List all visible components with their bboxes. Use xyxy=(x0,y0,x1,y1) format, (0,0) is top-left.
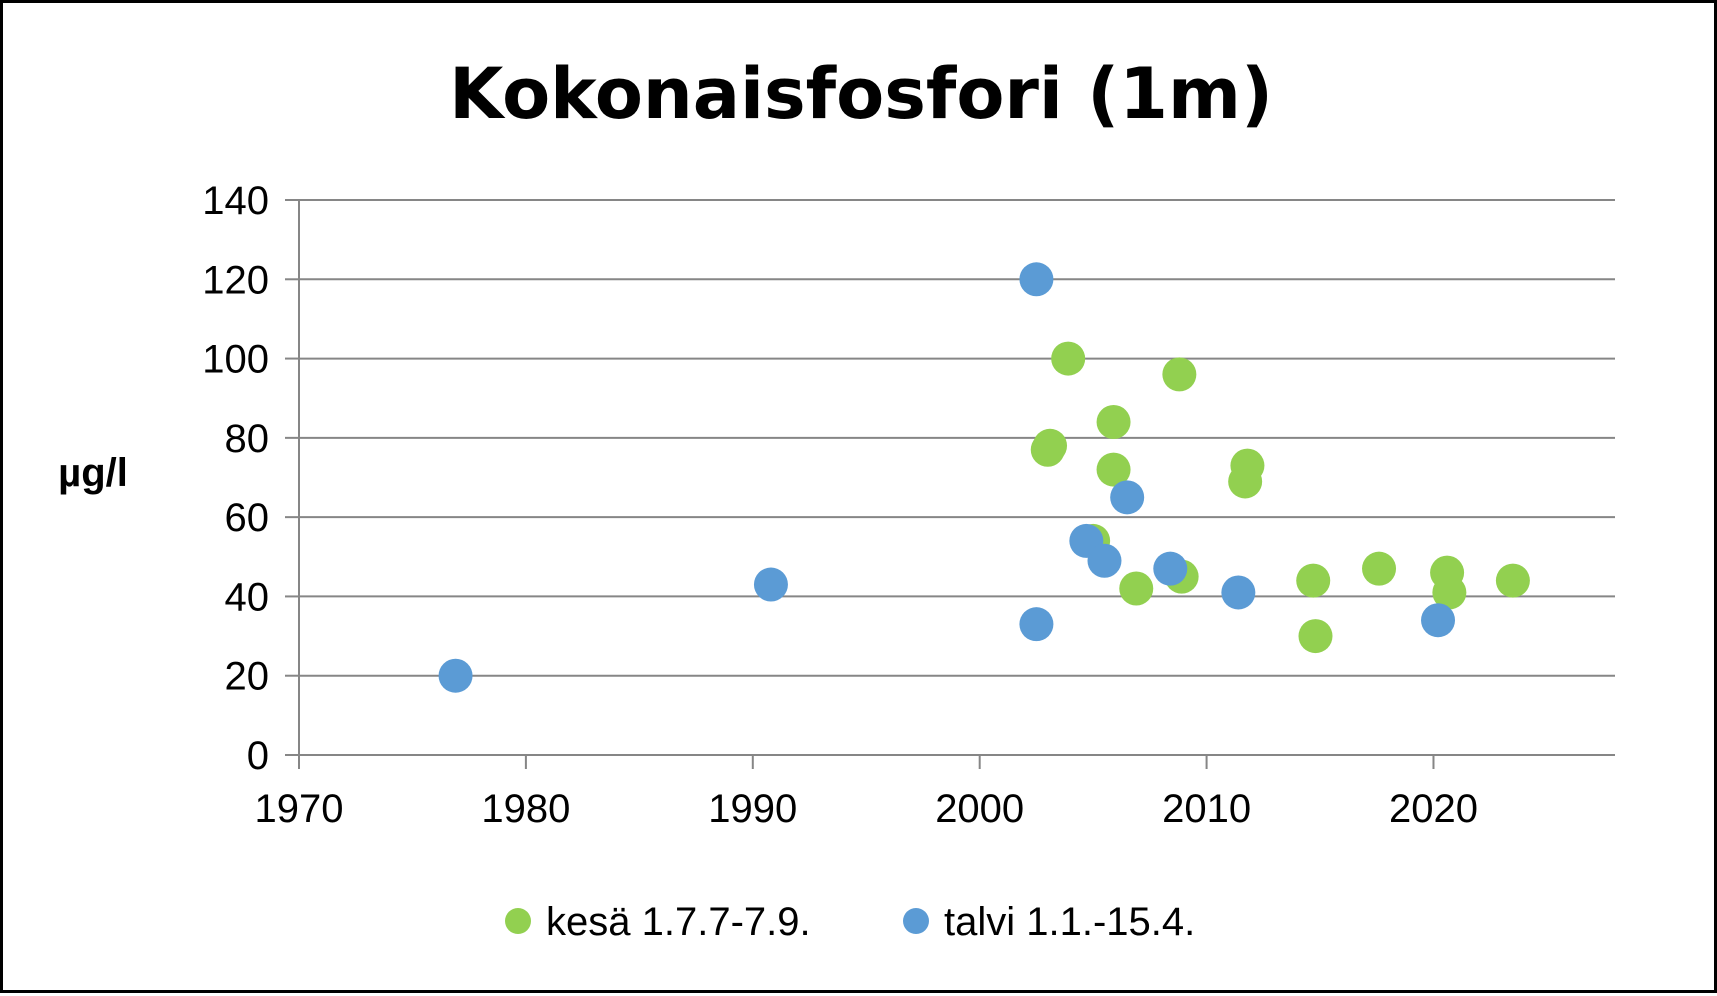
data-point xyxy=(1096,405,1131,439)
x-tick-labels: 1970 1980 1990 2000 2010 2020 xyxy=(255,787,1478,831)
data-points xyxy=(438,262,1530,693)
data-point xyxy=(1033,428,1068,463)
x-tick-label: 2010 xyxy=(1162,787,1251,831)
y-tick-label: 60 xyxy=(225,496,270,540)
data-point xyxy=(1495,563,1530,598)
y-tick-label: 140 xyxy=(202,179,269,223)
legend-item-1: kesä 1.7.7-7.9. xyxy=(505,900,811,944)
y-tick-label: 120 xyxy=(202,258,269,302)
x-tick-label: 2020 xyxy=(1389,787,1478,831)
data-point xyxy=(1119,571,1154,606)
y-tick-label: 40 xyxy=(225,575,270,619)
data-point xyxy=(1230,448,1265,483)
data-point xyxy=(1096,452,1131,487)
data-point xyxy=(1087,543,1122,578)
legend-item-2: talvi 1.1.-15.4. xyxy=(903,900,1195,944)
y-axis-label: µg/l xyxy=(58,451,128,495)
x-tick-label: 1980 xyxy=(481,787,570,831)
data-point xyxy=(438,658,473,693)
data-point xyxy=(1051,341,1086,376)
gridlines xyxy=(299,199,1615,677)
x-tick-label: 1970 xyxy=(255,787,344,831)
legend-marker xyxy=(505,908,531,934)
chart: Kokonaisfosfori (1m) µg/l 0 20 40 60 80 100 12… xyxy=(58,53,1615,944)
data-point xyxy=(1298,619,1333,654)
y-tick-label: 80 xyxy=(225,417,270,461)
axes xyxy=(285,199,1615,769)
data-point xyxy=(1362,551,1397,586)
x-tick-label: 2000 xyxy=(935,787,1024,831)
data-point xyxy=(1019,607,1054,642)
x-tick-label: 1990 xyxy=(708,787,797,831)
data-point xyxy=(1019,262,1054,297)
series-2 xyxy=(438,262,1456,693)
data-point xyxy=(1110,480,1145,515)
data-point xyxy=(1162,357,1197,392)
data-point xyxy=(1221,575,1256,610)
y-tick-label: 20 xyxy=(225,655,270,699)
chart-title: Kokonaisfosfori (1m) xyxy=(449,53,1273,135)
data-point xyxy=(1153,551,1188,586)
legend-marker xyxy=(903,908,929,934)
legend-label: talvi 1.1.-15.4. xyxy=(944,900,1195,944)
data-point xyxy=(1296,563,1331,598)
series-1 xyxy=(1030,341,1530,654)
y-tick-labels: 0 20 40 60 80 100 120 140 xyxy=(202,179,269,778)
data-point xyxy=(753,567,788,602)
legend: kesä 1.7.7-7.9. talvi 1.1.-15.4. xyxy=(505,900,1195,944)
y-tick-label: 100 xyxy=(202,338,269,382)
data-point xyxy=(1432,575,1467,610)
data-point xyxy=(1421,603,1456,638)
legend-label: kesä 1.7.7-7.9. xyxy=(546,900,811,944)
y-tick-label: 0 xyxy=(247,734,269,778)
